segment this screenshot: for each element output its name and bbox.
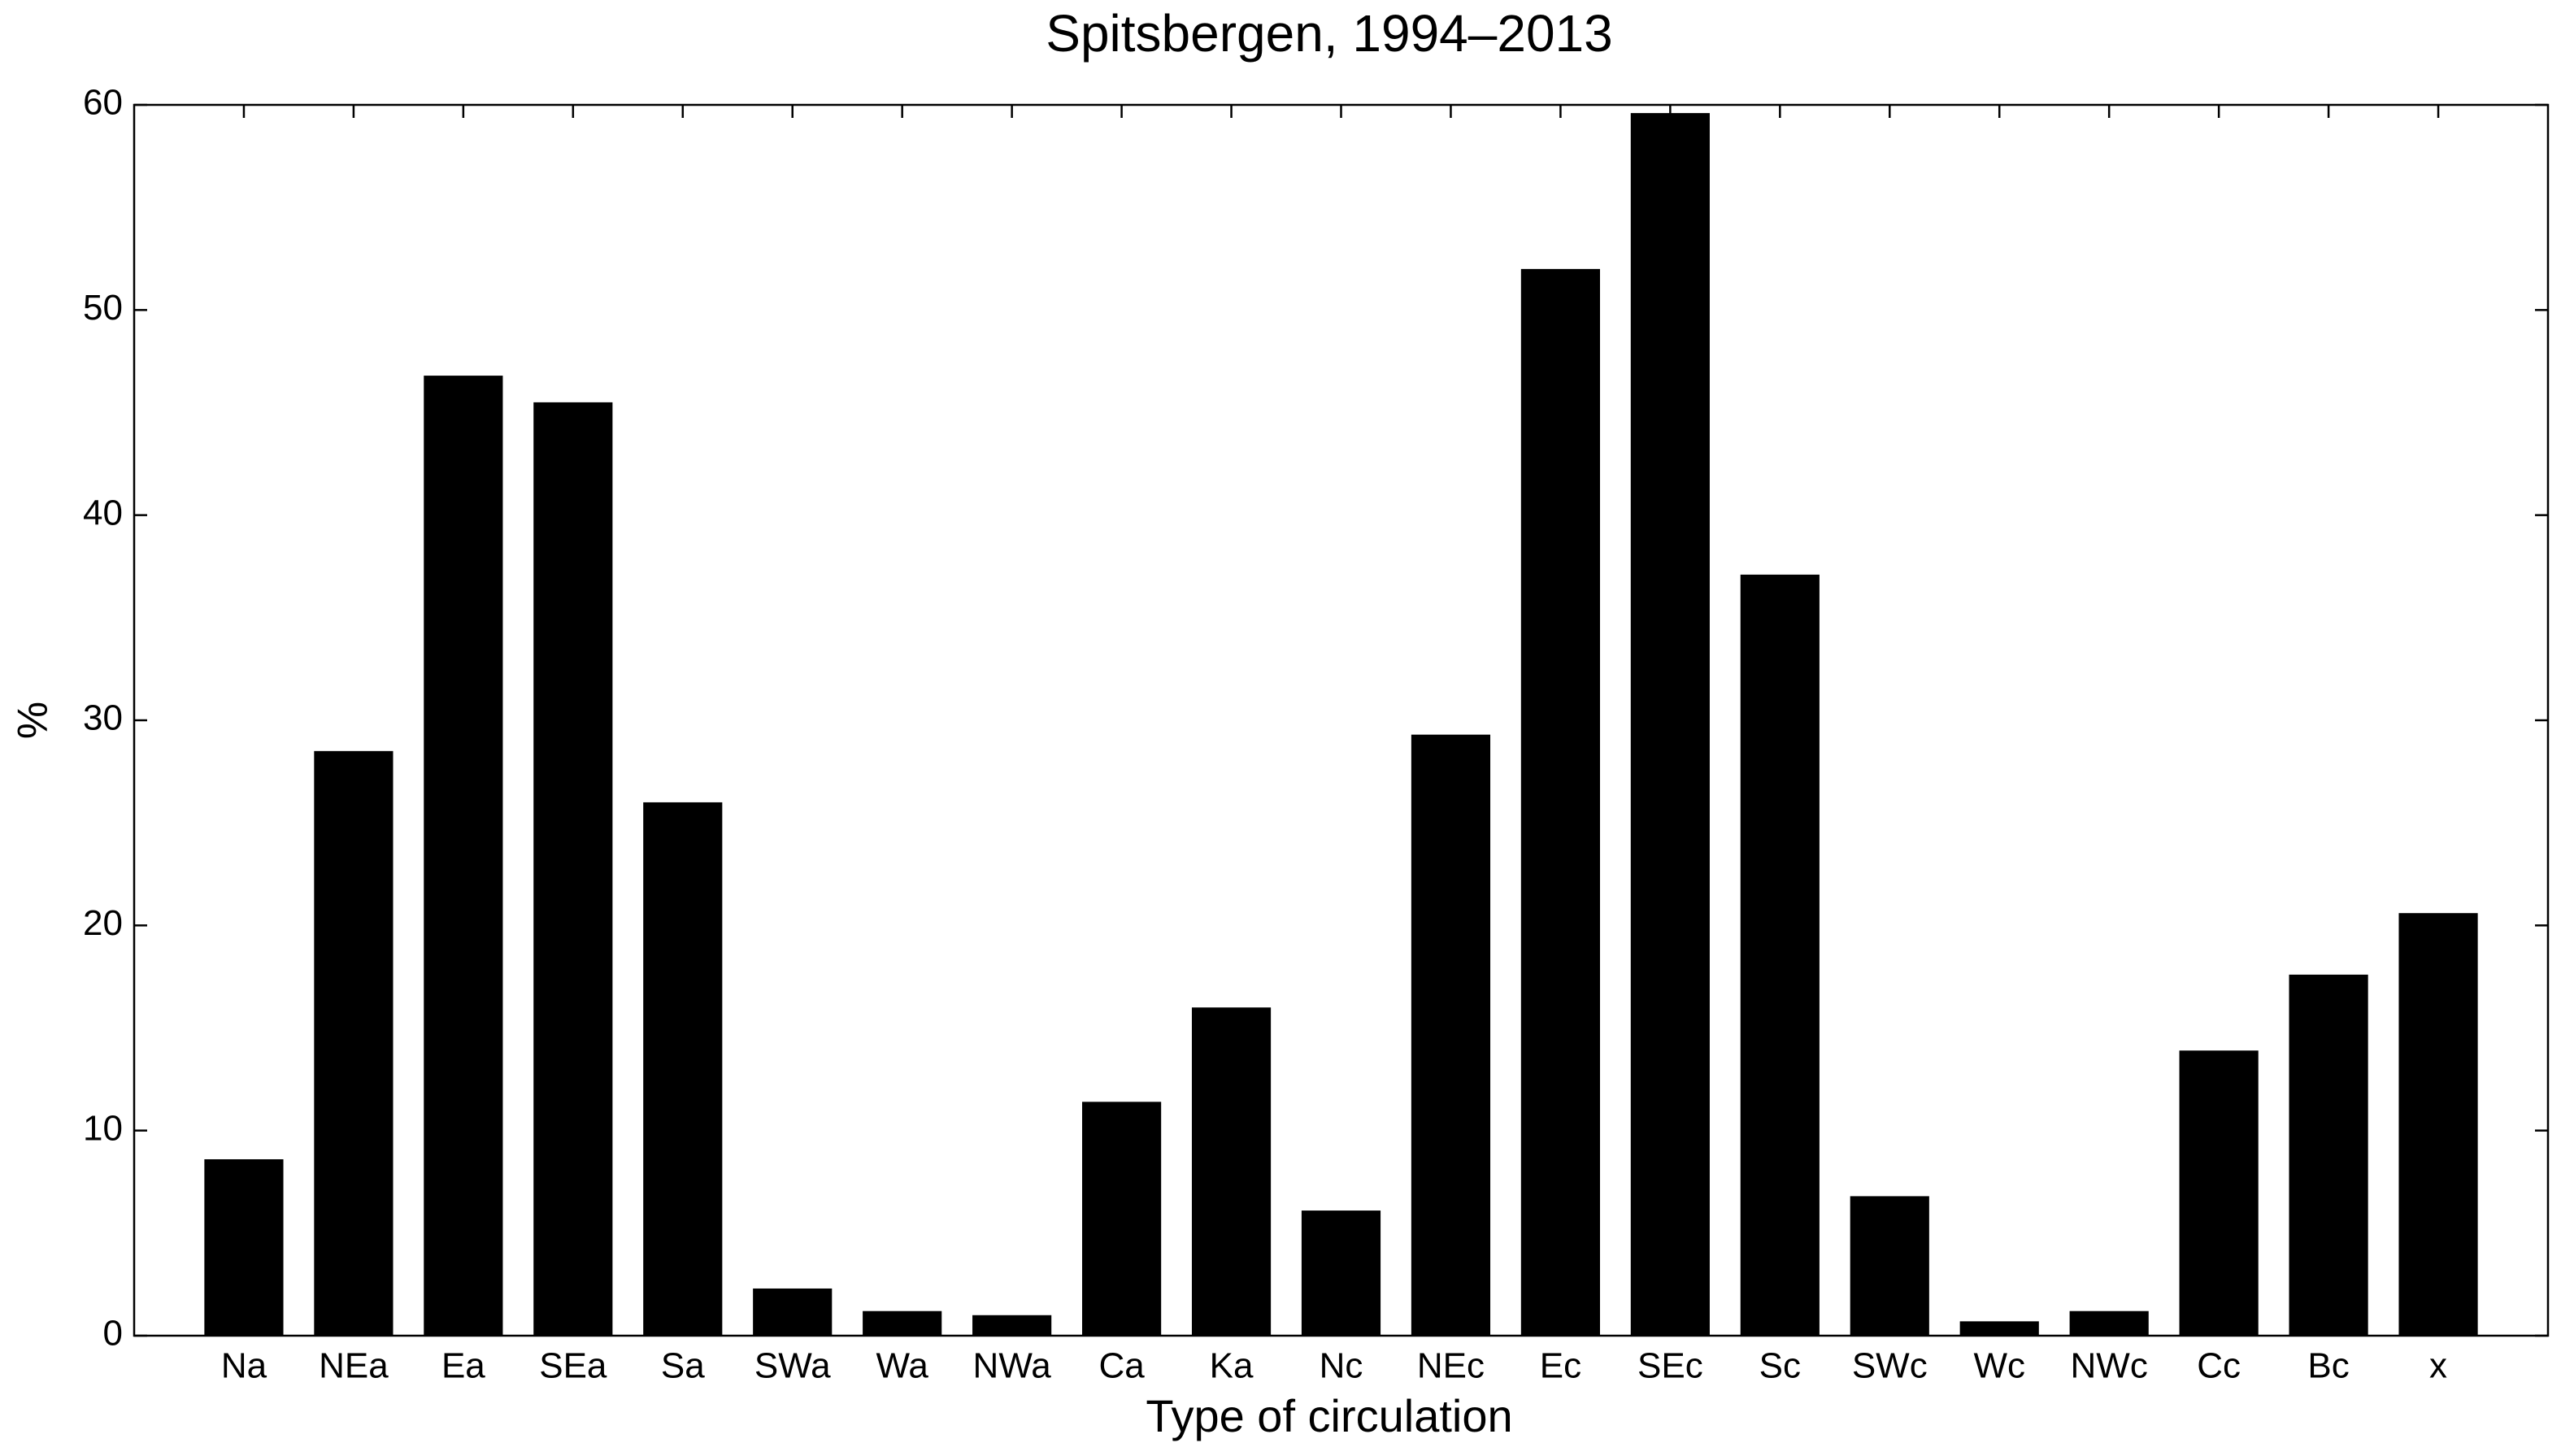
chart-title: Spitsbergen, 1994–2013 [1046,4,1612,63]
bar [1959,1321,2039,1336]
x-tick-label: SWc [1852,1346,1928,1386]
bar [1301,1210,1381,1336]
y-tick-label: 20 [83,903,123,943]
x-tick-label: NWa [973,1346,1052,1386]
x-tick-label: Bc [2307,1346,2349,1386]
y-tick-label: 30 [83,698,123,738]
bar [424,376,503,1336]
x-tick-label: SWa [754,1346,831,1386]
bar [753,1288,833,1336]
bar [2179,1050,2259,1336]
y-tick-label: 50 [83,288,123,328]
bar [2069,1310,2149,1336]
bar [1630,113,1710,1336]
bar [1520,268,1600,1336]
y-tick-label: 60 [83,83,123,123]
bar [314,750,393,1336]
bar [643,802,723,1336]
bar [2398,913,2478,1336]
bar [204,1158,284,1336]
bar [533,402,613,1336]
x-tick-label: NEa [319,1346,389,1386]
bar [1850,1196,1929,1336]
x-tick-label: Ka [1210,1346,1254,1386]
bar [1082,1102,1162,1336]
x-tick-label: Na [221,1346,267,1386]
bar [1411,734,1491,1336]
x-tick-label: SEc [1637,1346,1703,1386]
bar [1740,574,1820,1336]
x-tick-label: NWc [2071,1346,2148,1386]
y-axis-label: % [10,702,57,739]
bar [863,1310,942,1336]
x-tick-label: Sc [1759,1346,1801,1386]
x-tick-label: Wc [1973,1346,2025,1386]
bar [1191,1007,1272,1336]
bar [2289,974,2368,1336]
y-tick-label: 40 [83,493,123,532]
x-tick-label: Sa [661,1346,705,1386]
x-axis-label: Type of circulation [1146,1390,1512,1441]
x-tick-label: Cc [2197,1346,2241,1386]
x-tick-label: Wa [876,1346,928,1386]
bar [972,1315,1052,1336]
x-tick-label: Ec [1540,1346,1581,1386]
x-tick-label: Nc [1320,1346,1363,1386]
y-tick-label: 0 [103,1314,123,1354]
x-tick-label: x [2429,1346,2447,1386]
x-tick-label: Ca [1098,1346,1145,1386]
x-tick-label: Ea [441,1346,485,1386]
x-tick-label: NEc [1417,1346,1485,1386]
y-tick-label: 10 [83,1108,123,1148]
x-tick-label: SEa [539,1346,607,1386]
